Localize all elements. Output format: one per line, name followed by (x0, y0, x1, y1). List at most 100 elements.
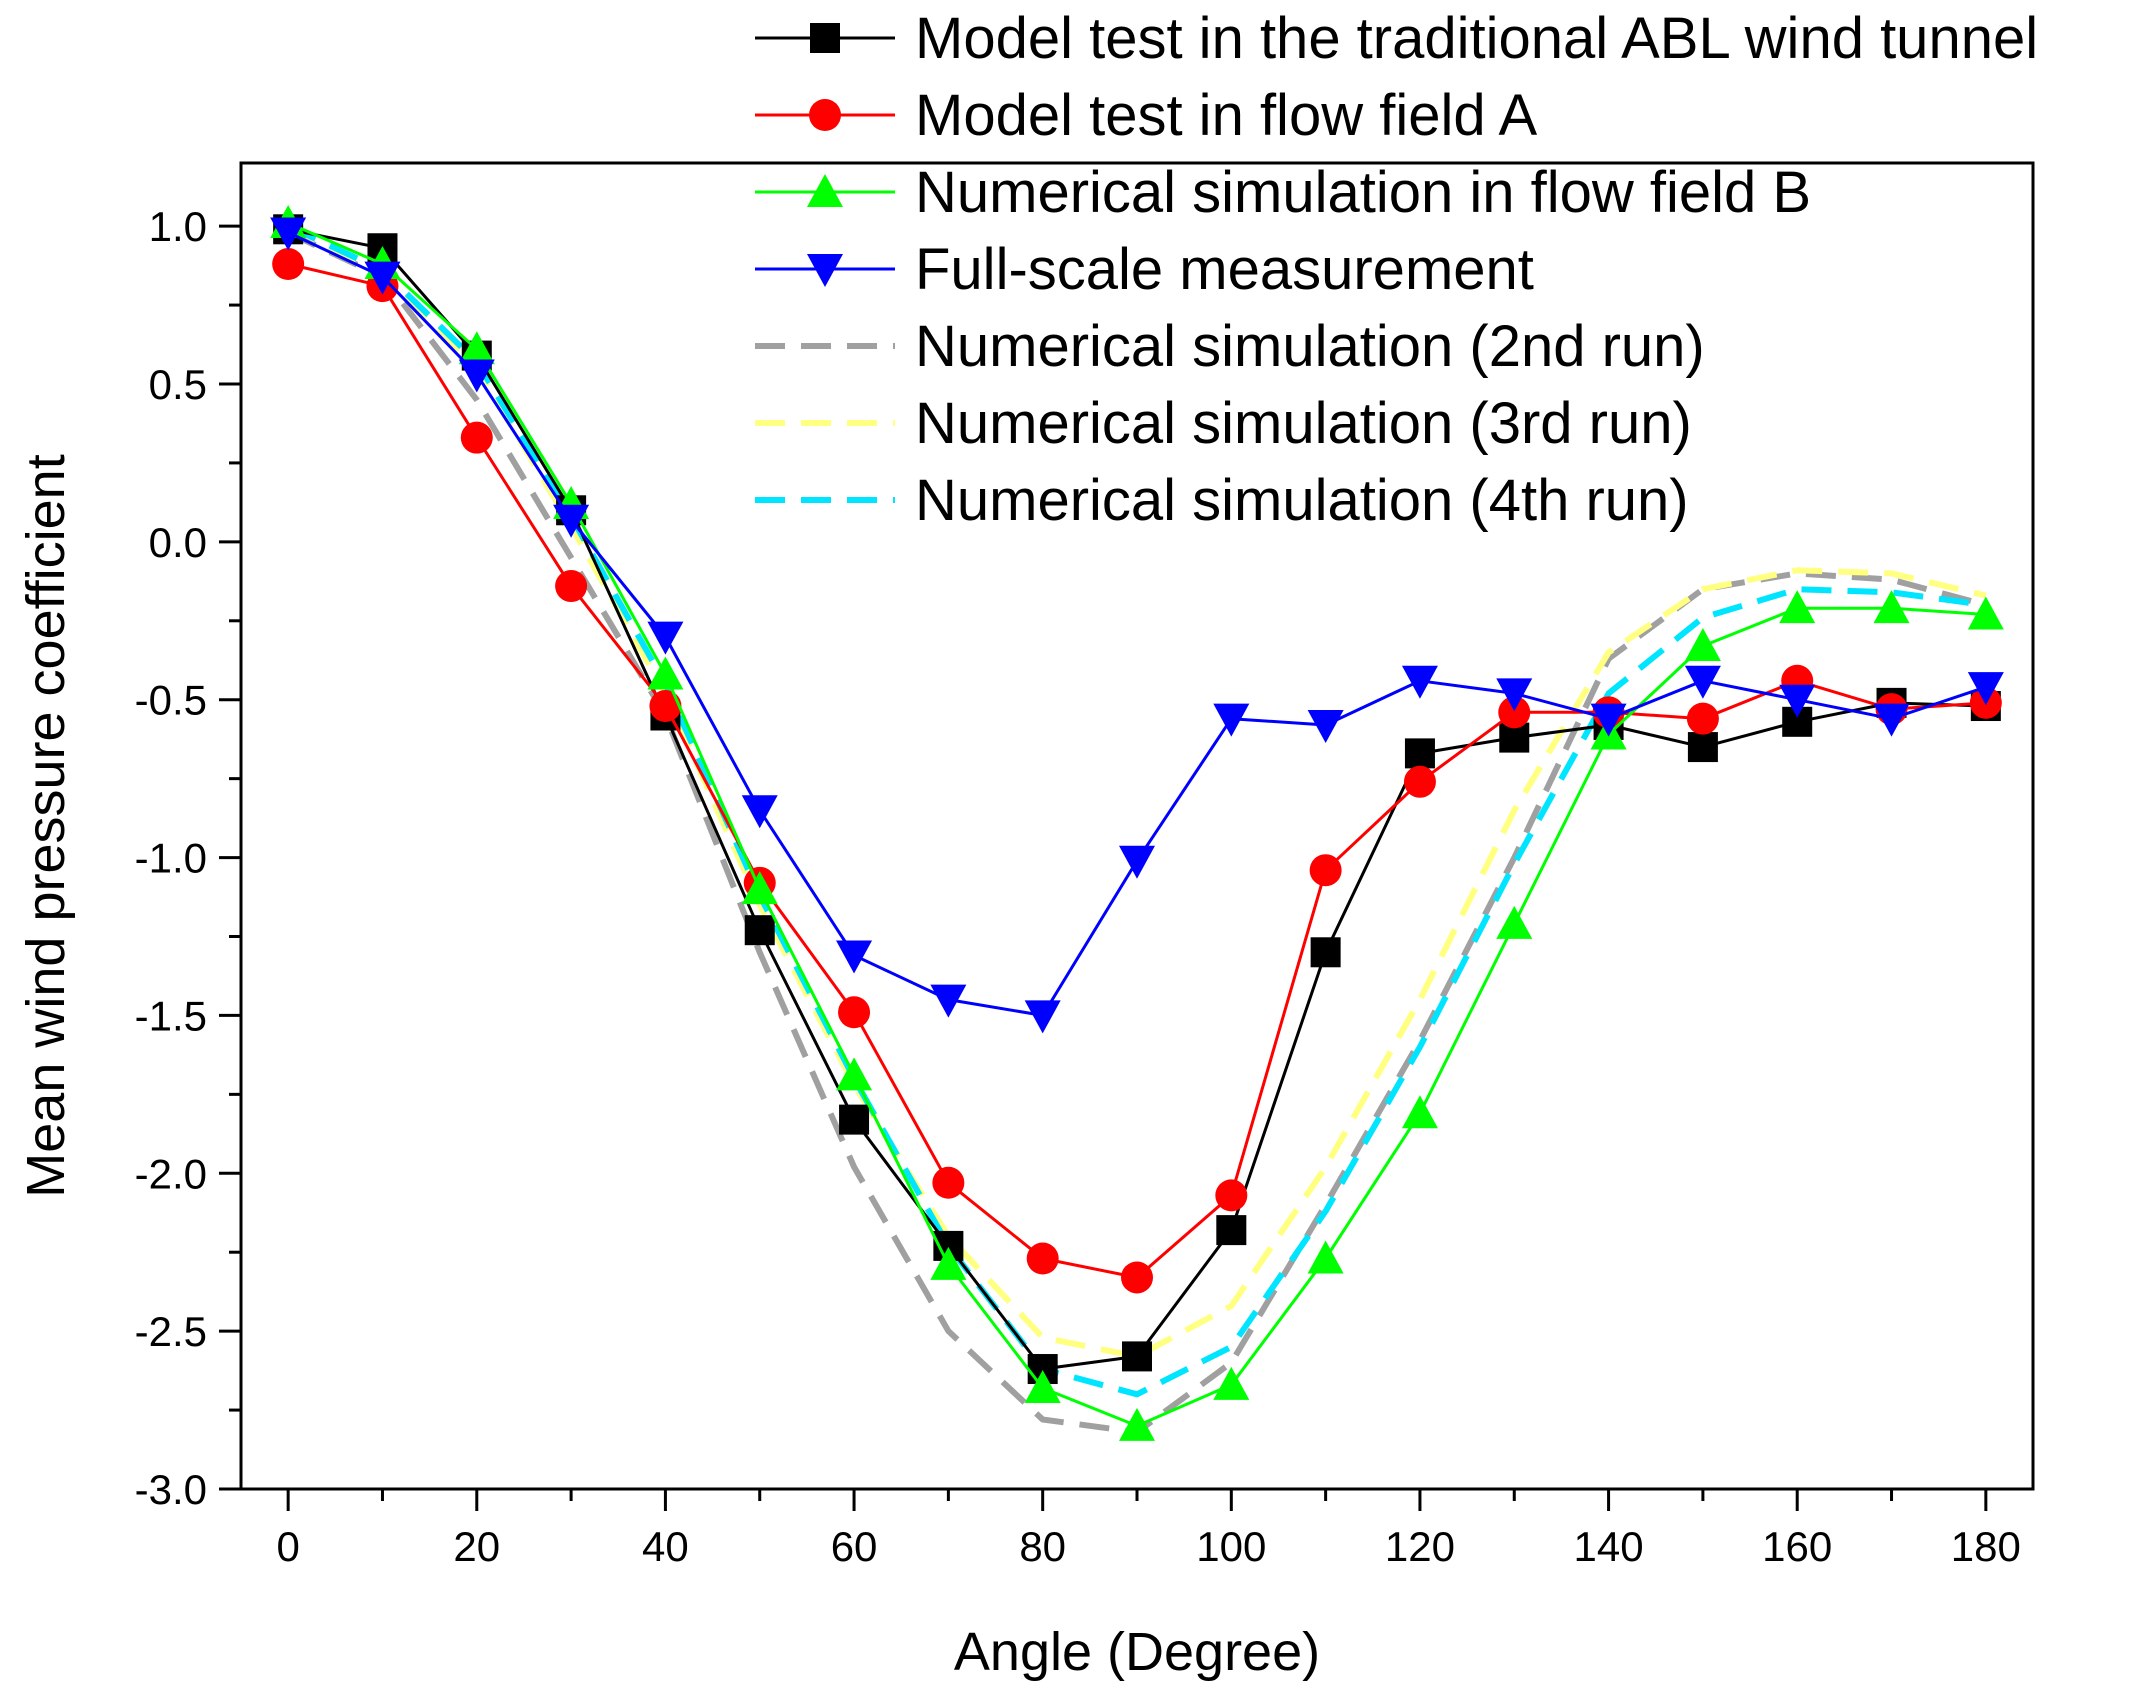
x-tick-label-80: 80 (1019, 1523, 1066, 1570)
series-4-point-70 (930, 984, 967, 1018)
series-4-point-60 (836, 940, 873, 974)
series-4-point-50 (741, 795, 778, 829)
y-tick-label-4: -1.0 (135, 835, 207, 882)
y-axis-label: Mean wind pressure coefficient (16, 454, 76, 1197)
series-1-point-120 (1404, 738, 1435, 769)
series-3-point-90 (1119, 1407, 1155, 1441)
y-tick-label-2: 0.0 (149, 519, 207, 566)
y-tick-label-7: -2.5 (135, 1308, 207, 1355)
series-layer (270, 204, 2004, 1441)
legend: Model test in the traditional ABL wind t… (755, 6, 2038, 533)
series-4-point-180 (1967, 672, 2004, 706)
series-4-point-10 (364, 261, 401, 295)
series-2-point-70 (932, 1166, 965, 1199)
legend-marker-2 (809, 99, 841, 131)
series-1-point-150 (1687, 732, 1718, 763)
series-3-point-50 (741, 871, 778, 905)
x-tick-label-180: 180 (1951, 1523, 2021, 1570)
legend-item-3: Numerical simulation in flow field B (755, 160, 1811, 225)
x-tick-label-20: 20 (453, 1523, 500, 1570)
series-4-point-40 (647, 621, 684, 655)
x-tick-label-0: 0 (276, 1523, 299, 1570)
series-2-point-110 (1309, 854, 1342, 887)
series-1-point-110 (1310, 937, 1341, 968)
x-axis-label: Angle (Degree) (954, 1622, 1320, 1682)
legend-marker-4 (807, 254, 843, 287)
y-axis: 1.0 0.5 0.0 -0.5 -1.0 -1.5 -2.0 -2.5 -3.0 (135, 203, 241, 1513)
legend-label-6: Numerical simulation (3rd run) (915, 391, 1692, 456)
series-4-point-120 (1401, 665, 1438, 699)
y-tick-label-1: 0.5 (149, 361, 207, 408)
x-tick-label-40: 40 (642, 1523, 689, 1570)
legend-item-2: Model test in flow field A (755, 83, 1538, 148)
series-3-point-160 (1779, 590, 1816, 624)
series-2-point-130 (1498, 696, 1531, 729)
series-3-point-170 (1873, 590, 1910, 624)
legend-label-4: Full-scale measurement (915, 237, 1534, 302)
legend-item-1: Model test in the traditional ABL wind t… (755, 6, 2038, 71)
legend-item-4: Full-scale measurement (755, 237, 1534, 302)
series-1-point-60 (839, 1104, 870, 1135)
series-4-point-140 (1590, 703, 1627, 737)
legend-label-2: Model test in flow field A (915, 83, 1538, 148)
legend-item-5: Numerical simulation (2nd run) (755, 314, 1705, 379)
x-axis: 0 20 40 60 80 100 120 140 160 180 (276, 1489, 2021, 1570)
series-4-point-170 (1873, 703, 1910, 737)
series-3-point-40 (647, 656, 684, 690)
series-3-point-100 (1213, 1366, 1250, 1400)
series-3-point-120 (1401, 1095, 1438, 1129)
y-tick-label-6: -2.0 (135, 1150, 207, 1197)
series-4-point-0 (270, 217, 307, 251)
series-4-point-20 (458, 359, 495, 393)
series-2-point-60 (838, 996, 871, 1029)
legend-item-7: Numerical simulation (4th run) (755, 468, 1689, 533)
series-2-point-20 (460, 421, 493, 454)
legend-label-5: Numerical simulation (2nd run) (915, 314, 1705, 379)
series-3-point-80 (1024, 1369, 1061, 1403)
legend-label-3: Numerical simulation in flow field B (915, 160, 1811, 225)
series-2-point-30 (555, 570, 588, 603)
series-4-point-150 (1684, 665, 1721, 699)
y-tick-label-0: 1.0 (149, 203, 207, 250)
series-1-point-50 (744, 915, 775, 946)
legend-label-1: Model test in the traditional ABL wind t… (915, 6, 2038, 71)
series-1 (273, 214, 2001, 1385)
series-1-point-100 (1216, 1215, 1247, 1246)
series-3-point-20 (458, 331, 495, 365)
series-3-point-130 (1496, 905, 1533, 939)
series-2-point-90 (1121, 1261, 1153, 1294)
series-3-point-110 (1307, 1240, 1344, 1274)
series-4-point-100 (1213, 703, 1250, 737)
series-3-point-180 (1967, 596, 2004, 630)
series-2-point-80 (1026, 1242, 1059, 1275)
y-tick-label-8: -3.0 (135, 1466, 207, 1513)
series-2-point-150 (1686, 702, 1719, 735)
series-2-point-40 (649, 690, 682, 723)
series-3-point-150 (1684, 628, 1721, 662)
legend-marker-3 (807, 174, 843, 207)
series-4-point-80 (1024, 1000, 1061, 1034)
x-tick-label-140: 140 (1574, 1523, 1644, 1570)
x-tick-label-160: 160 (1762, 1523, 1832, 1570)
legend-item-6: Numerical simulation (3rd run) (755, 391, 1692, 456)
y-tick-label-5: -1.5 (135, 992, 207, 1039)
series-4-point-130 (1496, 678, 1533, 712)
series-4-point-30 (553, 504, 590, 538)
series-2-point-0 (272, 248, 305, 281)
series-4-point-90 (1119, 845, 1155, 879)
series-1-point-90 (1122, 1341, 1152, 1372)
series-4-point-110 (1307, 709, 1344, 743)
series-3-point-70 (930, 1246, 967, 1280)
series-3-point-60 (836, 1057, 873, 1091)
legend-marker-1 (810, 23, 840, 53)
series-2-point-100 (1215, 1179, 1248, 1212)
y-tick-label-3: -0.5 (135, 677, 207, 724)
legend-label-7: Numerical simulation (4th run) (915, 468, 1689, 533)
x-tick-label-120: 120 (1385, 1523, 1455, 1570)
series-2-point-120 (1403, 765, 1436, 798)
x-tick-label-100: 100 (1196, 1523, 1266, 1570)
series-4-point-160 (1779, 684, 1816, 718)
series-4 (270, 217, 2004, 1034)
x-tick-label-60: 60 (831, 1523, 878, 1570)
